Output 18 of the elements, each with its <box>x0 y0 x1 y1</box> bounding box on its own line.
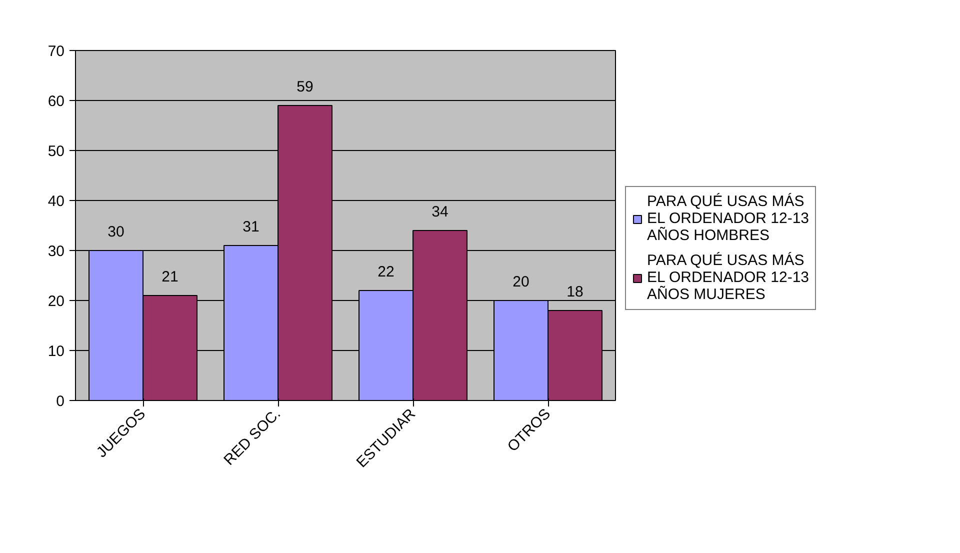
data-label: 21 <box>162 268 178 286</box>
y-tick-label: 50 <box>48 143 65 160</box>
y-tick-label: 20 <box>48 293 65 310</box>
data-label: 59 <box>296 78 314 96</box>
data-label: 30 <box>108 224 124 240</box>
y-tick-label: 30 <box>48 243 65 260</box>
legend-label: PARA QUÉ USAS MÁS EL ORDENADOR 12-13 AÑOS MUJERES <box>647 252 809 303</box>
y-tick-label: 10 <box>48 343 65 360</box>
data-label: 22 <box>378 264 394 280</box>
data-label: 18 <box>566 284 584 300</box>
data-label: 34 <box>432 204 448 220</box>
data-label: 20 <box>512 274 530 290</box>
y-tick-label: 40 <box>48 193 65 210</box>
legend-label: PARA QUÉ USAS MÁS EL ORDENADOR 12-13 AÑOS HOMBRES <box>647 193 809 244</box>
y-tick-label: 60 <box>48 93 65 110</box>
data-label: 31 <box>242 218 260 236</box>
y-tick-label: 0 <box>56 393 64 410</box>
y-tick-label: 70 <box>48 43 65 60</box>
